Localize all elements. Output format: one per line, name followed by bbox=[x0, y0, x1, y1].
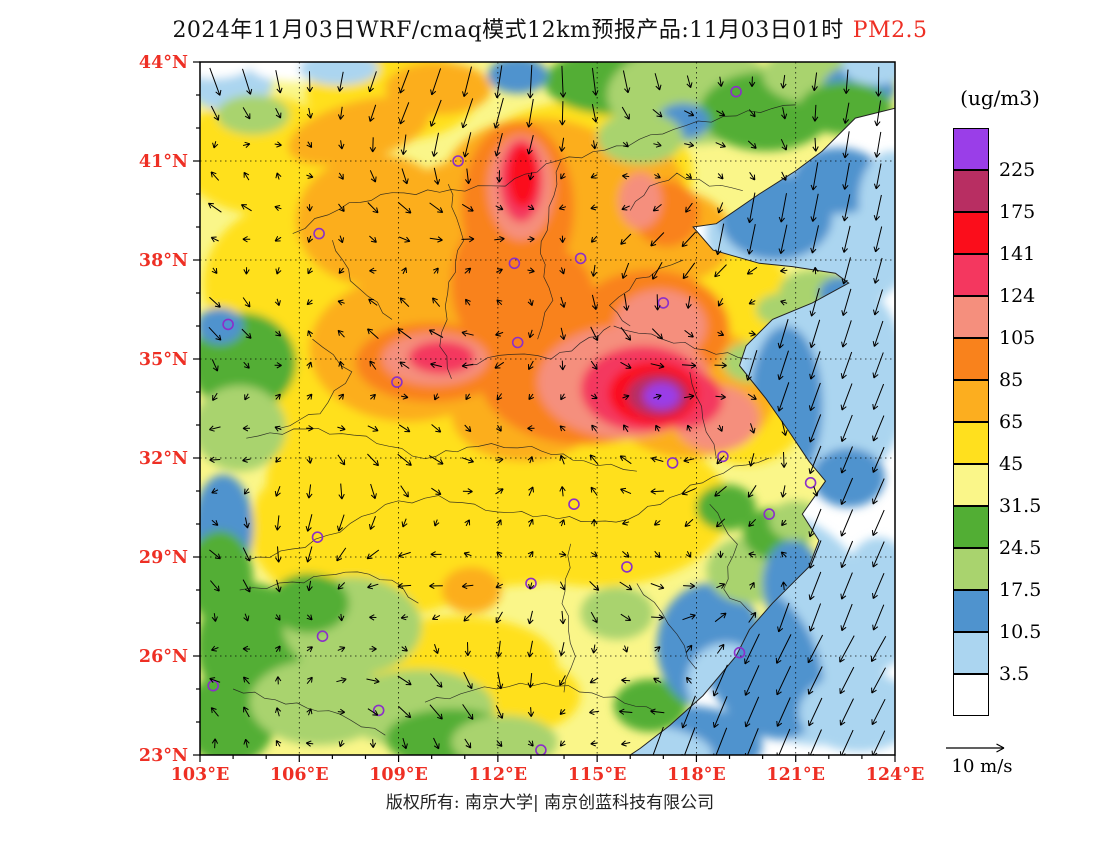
lat-tick-label: 35°N bbox=[139, 350, 188, 370]
colorbar-block bbox=[953, 632, 989, 674]
colorbar-label: 24.5 bbox=[999, 537, 1042, 559]
lon-tick-label: 118°E bbox=[667, 765, 726, 785]
colorbar-label: 225 bbox=[999, 159, 1036, 181]
map-plot-area bbox=[200, 62, 895, 755]
colorbar-label: 3.5 bbox=[999, 663, 1030, 685]
colorbar-label: 65 bbox=[999, 411, 1024, 433]
wind-reference-arrow bbox=[946, 743, 1005, 753]
lat-tick-label: 41°N bbox=[139, 152, 188, 172]
lon-tick-label: 115°E bbox=[568, 765, 627, 785]
province-boundaries bbox=[232, 104, 796, 736]
chart-title-species: PM2.5 bbox=[852, 18, 928, 43]
colorbar-block bbox=[953, 674, 989, 716]
colorbar: 225 175 141 124 105 85 65 45 31.5 24.5 17.5 10.5 3.5 bbox=[953, 128, 1063, 728]
lon-tick-label: 103°E bbox=[171, 765, 230, 785]
colorbar-units-label: (ug/m3) bbox=[960, 86, 1040, 110]
lon-tick-label: 121°E bbox=[766, 765, 825, 785]
colorbar-block bbox=[953, 506, 989, 548]
colorbar-block bbox=[953, 128, 989, 170]
lon-tick-label: 124°E bbox=[866, 765, 925, 785]
chart-title-main: 2024年11月03日WRF/cmaq模式12km预报产品:11月03日01时 bbox=[172, 18, 844, 43]
lat-tick-label: 26°N bbox=[139, 647, 188, 667]
axis-ticks bbox=[193, 61, 896, 762]
grid-lines bbox=[200, 62, 895, 755]
colorbar-block bbox=[953, 548, 989, 590]
colorbar-label: 105 bbox=[999, 327, 1036, 349]
colorbar-block bbox=[953, 254, 989, 296]
colorbar-label: 124 bbox=[999, 285, 1036, 307]
colorbar-label: 45 bbox=[999, 453, 1024, 475]
wind-reference-label: 10 m/s bbox=[951, 756, 1013, 777]
lat-tick-label: 32°N bbox=[139, 449, 188, 469]
colorbar-block bbox=[953, 380, 989, 422]
city-markers bbox=[207, 85, 817, 755]
colorbar-block bbox=[953, 464, 989, 506]
lat-tick-label: 44°N bbox=[139, 53, 188, 73]
colorbar-label: 17.5 bbox=[999, 579, 1042, 601]
coastline bbox=[200, 62, 895, 755]
chart-title: 2024年11月03日WRF/cmaq模式12km预报产品:11月03日01时 P… bbox=[0, 12, 1100, 44]
copyright-footer: 版权所有: 南京大学| 南京创蓝科技有限公司 bbox=[385, 793, 715, 813]
colorbar-block bbox=[953, 590, 989, 632]
colorbar-label: 175 bbox=[999, 201, 1036, 223]
colorbar-block bbox=[953, 296, 989, 338]
lat-tick-label: 29°N bbox=[139, 548, 188, 568]
colorbar-block bbox=[953, 170, 989, 212]
lon-tick-label: 109°E bbox=[369, 765, 428, 785]
colorbar-block bbox=[953, 212, 989, 254]
lat-tick-label: 38°N bbox=[139, 251, 188, 271]
colorbar-label: 10.5 bbox=[999, 621, 1042, 643]
colorbar-label: 31.5 bbox=[999, 495, 1042, 517]
wind-arrows bbox=[207, 64, 887, 755]
lon-tick-label: 112°E bbox=[469, 765, 528, 785]
lon-tick-label: 106°E bbox=[270, 765, 329, 785]
colorbar-label: 141 bbox=[999, 243, 1036, 265]
colorbar-label: 85 bbox=[999, 369, 1024, 391]
map-frame bbox=[199, 61, 896, 756]
colorbar-block bbox=[953, 422, 989, 464]
lat-tick-label: 23°N bbox=[139, 746, 188, 766]
colorbar-block bbox=[953, 338, 989, 380]
